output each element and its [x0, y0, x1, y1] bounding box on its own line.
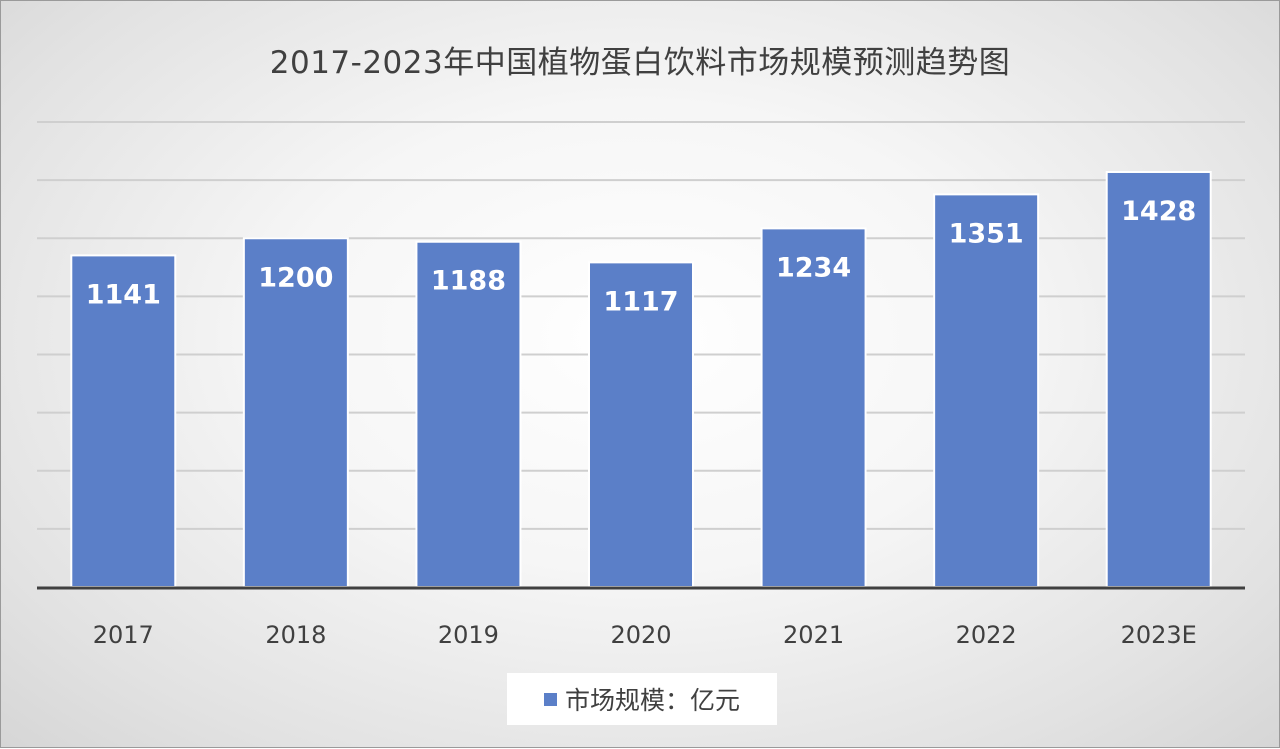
data-label: 1200 [258, 262, 333, 293]
x-tick-label: 2022 [956, 621, 1017, 649]
data-label: 1141 [86, 279, 161, 310]
bar [242, 237, 349, 588]
data-label: 1428 [1121, 196, 1196, 227]
x-tick-label: 2023E [1121, 621, 1197, 649]
bar [70, 254, 177, 588]
legend-label: 市场规模：亿元 [564, 686, 740, 715]
bar [933, 193, 1040, 588]
data-label: 1234 [776, 252, 851, 283]
data-label: 1351 [949, 218, 1024, 249]
x-tick-label: 2017 [93, 621, 154, 649]
bar [1105, 170, 1212, 589]
x-tick-label: 2021 [783, 621, 844, 649]
data-label: 1188 [431, 266, 506, 297]
bar [760, 227, 867, 588]
data-label: 1117 [603, 286, 678, 317]
x-tick-label: 2019 [438, 621, 499, 649]
x-tick-label: 2018 [265, 621, 326, 649]
legend-swatch [543, 692, 557, 706]
chart-title: 2017-2023年中国植物蛋白饮料市场规模预测趋势图 [269, 45, 1011, 81]
x-tick-label: 2020 [610, 621, 671, 649]
bar [415, 240, 522, 589]
legend: 市场规模：亿元 [507, 673, 777, 725]
bar [588, 261, 694, 588]
